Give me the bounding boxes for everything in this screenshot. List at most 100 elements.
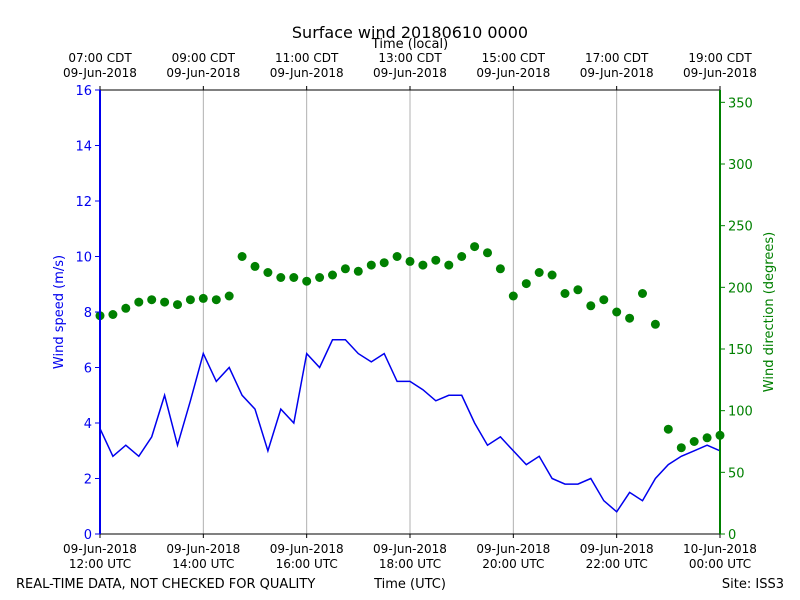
x-tick-label-date-6: 10-Jun-2018 (683, 542, 757, 556)
y-right-tick-label-3: 150 (728, 343, 753, 358)
wind-direction-point-32 (508, 291, 518, 301)
wind-direction-point-40 (612, 307, 622, 317)
wind-direction-point-9 (211, 295, 221, 305)
wind-direction-point-20 (353, 266, 363, 276)
y-right-tick-label-1: 50 (728, 466, 745, 481)
x-axis-label: Time (UTC) (373, 577, 446, 592)
wind-direction-point-36 (560, 289, 570, 298)
top-tick-label-time-0: 07:00 CDT (68, 51, 132, 65)
wind-direction-point-22 (379, 258, 389, 268)
wind-direction-point-42 (638, 289, 647, 298)
series-layer (95, 242, 725, 513)
wind-direction-point-23 (392, 252, 402, 261)
wind-direction-point-33 (521, 279, 531, 289)
wind-direction-point-17 (315, 273, 325, 282)
wind-direction-point-11 (237, 252, 247, 261)
wind-direction-point-44 (663, 424, 673, 434)
x-tick-label-date-2: 09-Jun-2018 (270, 542, 344, 556)
y-left-tick-label-7: 14 (75, 140, 92, 155)
wind-direction-point-37 (573, 285, 583, 295)
wind-direction-point-30 (483, 248, 492, 258)
y-right-tick-label-6: 300 (728, 158, 753, 173)
wind-direction-point-35 (547, 270, 557, 280)
top-tick-label-date-3: 09-Jun-2018 (373, 66, 447, 80)
x-tick-label-date-5: 09-Jun-2018 (580, 542, 654, 556)
wind-direction-point-1 (108, 310, 118, 319)
y-left-tick-label-0: 0 (84, 528, 92, 543)
y-left-tick-label-6: 12 (75, 195, 92, 210)
wind-direction-point-38 (586, 301, 596, 311)
chart-title: Surface wind 20180610 0000 (292, 23, 528, 42)
y-right-tick-label-4: 200 (728, 281, 753, 296)
wind-direction-point-31 (495, 264, 505, 274)
wind-direction-point-16 (302, 276, 312, 286)
x-tick-label-date-3: 09-Jun-2018 (373, 542, 447, 556)
wind-direction-point-39 (599, 295, 609, 305)
wind-direction-point-18 (328, 270, 337, 280)
x-tick-label-date-0: 09-Jun-2018 (63, 542, 137, 556)
wind-direction-point-27 (444, 260, 454, 270)
x-tick-label-date-4: 09-Jun-2018 (476, 542, 550, 556)
wind-direction-point-14 (276, 273, 286, 282)
right-axis-label: Wind direction (degrees) (762, 232, 777, 392)
y-left-tick-label-4: 8 (84, 306, 92, 321)
wind-direction-point-15 (289, 273, 299, 282)
y-left-tick-label-8: 16 (75, 84, 92, 99)
x-tick-label-time-3: 18:00 UTC (379, 557, 441, 571)
top-tick-label-date-2: 09-Jun-2018 (270, 66, 344, 80)
wind-direction-point-2 (121, 303, 131, 313)
wind-direction-point-3 (134, 297, 144, 307)
top-axis-label: Time (local) (371, 37, 448, 52)
wind-direction-point-13 (263, 268, 273, 277)
top-tick-label-time-4: 15:00 CDT (482, 51, 546, 65)
wind-direction-point-25 (418, 260, 428, 270)
wind-direction-point-29 (470, 242, 480, 252)
x-tick-label-time-0: 12:00 UTC (69, 557, 131, 571)
x-tick-label-time-4: 20:00 UTC (482, 557, 544, 571)
wind-direction-point-19 (340, 264, 350, 274)
y-left-tick-label-1: 2 (84, 473, 92, 488)
y-right-tick-label-7: 350 (728, 96, 753, 111)
top-tick-label-time-6: 19:00 CDT (688, 51, 752, 65)
top-tick-label-time-2: 11:00 CDT (275, 51, 339, 65)
series-line-wind-speed (99, 339, 721, 513)
wind-direction-point-8 (198, 293, 208, 303)
wind-direction-point-12 (250, 261, 260, 271)
left-axis-label: Wind speed (m/s) (52, 255, 67, 369)
top-tick-label-time-3: 13:00 CDT (378, 51, 442, 65)
y-left-tick-label-5: 10 (75, 251, 92, 266)
wind-direction-point-6 (173, 300, 182, 310)
wind-direction-point-7 (185, 295, 195, 305)
wind-direction-point-5 (160, 297, 170, 307)
x-tick-label-time-2: 16:00 UTC (276, 557, 338, 571)
wind-direction-point-26 (431, 255, 441, 265)
y-left-tick-label-2: 4 (84, 417, 92, 432)
x-tick-label-time-5: 22:00 UTC (586, 557, 648, 571)
top-tick-label-date-0: 09-Jun-2018 (63, 66, 137, 80)
y-left-tick-label-3: 6 (84, 362, 92, 377)
wind-direction-point-45 (676, 443, 686, 453)
footer-note: REAL-TIME DATA, NOT CHECKED FOR QUALITY (16, 577, 315, 592)
y-right-tick-label-2: 100 (728, 405, 753, 420)
wind-direction-point-47 (702, 433, 712, 443)
wind-direction-point-41 (625, 313, 635, 323)
top-tick-label-date-4: 09-Jun-2018 (476, 66, 550, 80)
top-tick-label-time-5: 17:00 CDT (585, 51, 649, 65)
top-tick-label-date-6: 09-Jun-2018 (683, 66, 757, 80)
wind-direction-point-4 (147, 295, 157, 305)
top-tick-label-time-1: 09:00 CDT (172, 51, 236, 65)
y-right-tick-label-5: 250 (728, 220, 753, 235)
y-right-tick-label-0: 0 (728, 528, 736, 543)
wind-direction-point-21 (366, 260, 376, 270)
grid-lines (202, 90, 618, 534)
wind-direction-point-43 (650, 319, 660, 329)
wind-direction-point-24 (405, 256, 415, 266)
wind-direction-point-34 (534, 268, 544, 277)
x-tick-label-time-1: 14:00 UTC (172, 557, 234, 571)
top-tick-label-date-5: 09-Jun-2018 (580, 66, 654, 80)
wind-direction-point-46 (689, 437, 699, 446)
x-tick-label-date-1: 09-Jun-2018 (166, 542, 240, 556)
wind-direction-point-28 (457, 252, 467, 261)
